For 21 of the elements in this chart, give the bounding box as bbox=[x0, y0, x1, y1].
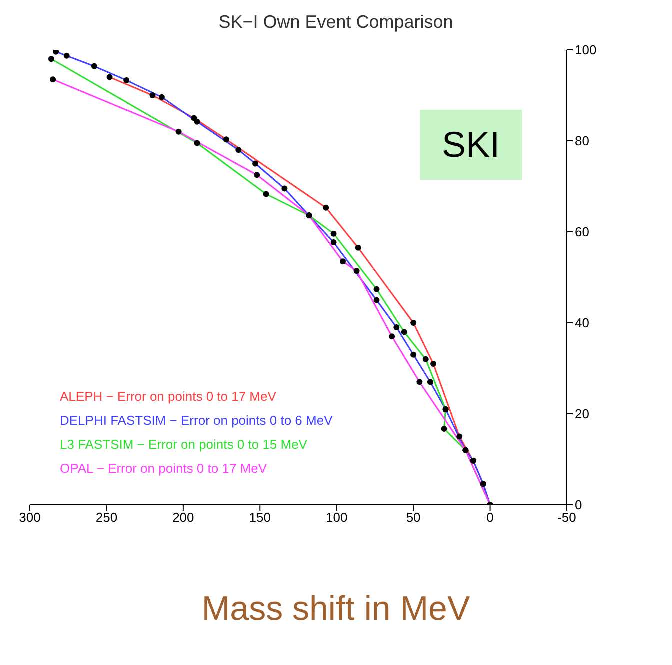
x-tick-label: 100 bbox=[326, 510, 348, 526]
x-tick-label: 0 bbox=[486, 510, 494, 526]
x-tick-label: 50 bbox=[406, 510, 421, 526]
y-tick-label: 60 bbox=[575, 224, 590, 240]
x-tick-label: 250 bbox=[96, 510, 118, 526]
chart-title: SK−I Own Event Comparison bbox=[218, 12, 454, 33]
y-tick-label: 40 bbox=[575, 316, 590, 331]
x-tick-label: -50 bbox=[558, 510, 576, 526]
y-tick-label: 20 bbox=[575, 406, 590, 422]
y-tick-label: 80 bbox=[575, 134, 590, 149]
x-tick-label: 200 bbox=[172, 510, 194, 526]
x-axis-title: Mass shift in MeV bbox=[200, 590, 472, 629]
x-tick-label: 300 bbox=[19, 510, 41, 526]
text: L3 FASTSIM − Error on points 0 to 15 MeV bbox=[60, 436, 308, 454]
x-tick-label: 150 bbox=[249, 510, 271, 526]
y-tick-label: 0 bbox=[575, 498, 582, 513]
text: DELPHI FASTSIM − Error on points 0 to 6 MeV bbox=[60, 412, 333, 430]
y-tick-label: 100 bbox=[575, 42, 597, 58]
annotation: SKI bbox=[420, 110, 522, 180]
text: OPAL − Error on points 0 to 17 MeV bbox=[60, 460, 268, 478]
text: ALEPH − Error on points 0 to 17 MeV bbox=[60, 388, 278, 406]
